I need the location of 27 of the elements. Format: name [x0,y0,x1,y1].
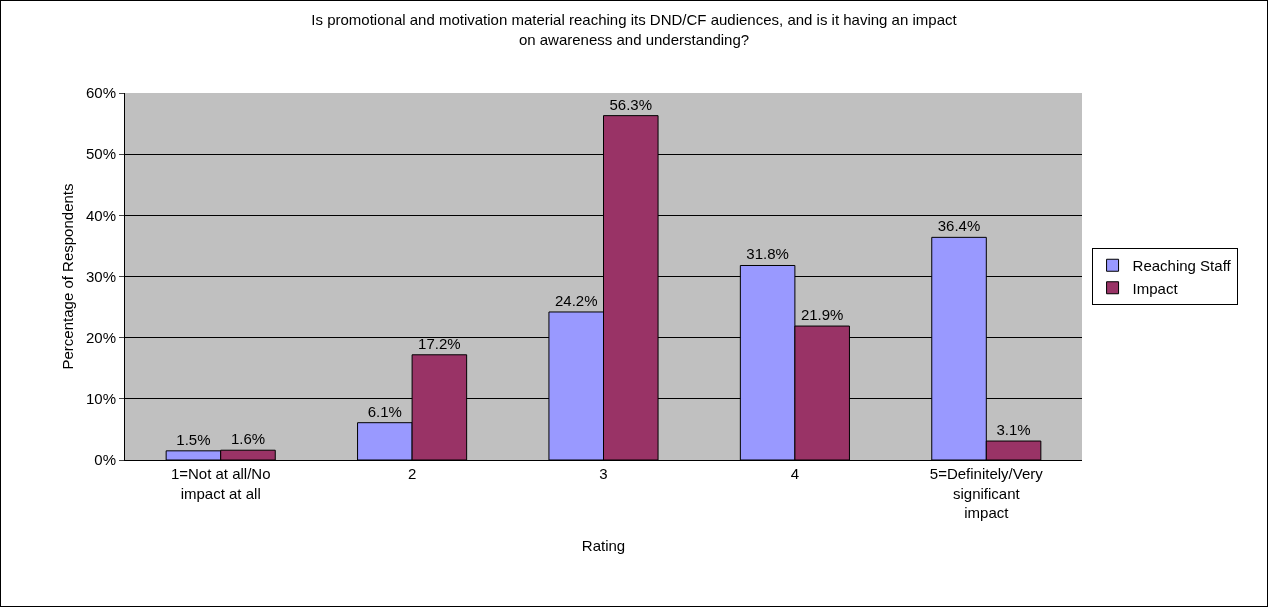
data-label: 31.8% [746,245,789,263]
y-tick-label: 60% [85,84,116,102]
x-tick-label: 1=Not at all/No impact at all [170,465,271,502]
legend-label: Impact [1132,279,1179,297]
y-tick-label: 40% [85,206,116,224]
data-label: 3.1% [996,421,1031,439]
y-tick-label: 0% [94,451,116,469]
y-tick-label: 50% [85,145,116,163]
data-label: 21.9% [800,306,844,324]
y-axis-title: Percentage of Respondents [59,183,77,370]
data-label: 6.1% [367,402,402,420]
data-label: 17.2% [418,334,461,352]
legend-label: Reaching Staff [1132,257,1232,275]
y-tick-label: 20% [85,328,116,346]
data-label: 1.5% [176,430,211,448]
y-tick-label: 30% [85,267,116,285]
x-tick-label: 3 [599,465,608,482]
y-tick-label: 10% [85,390,116,408]
x-tick-label: 4 [790,465,800,482]
data-label: 56.3% [609,95,653,113]
data-label: 24.2% [554,291,598,309]
x-axis-title: Rating [581,537,626,554]
data-label: 36.4% [937,217,981,235]
chart-title: Is promotional and motivation material reaching its DND/CF audiences, and is it having an impact on awareness and understanding? [311,11,958,48]
x-tick-label: 2 [407,465,417,482]
x-tick-label: 5=Definitely/Very significant impact [929,465,1044,521]
data-label: 1.6% [230,430,266,448]
